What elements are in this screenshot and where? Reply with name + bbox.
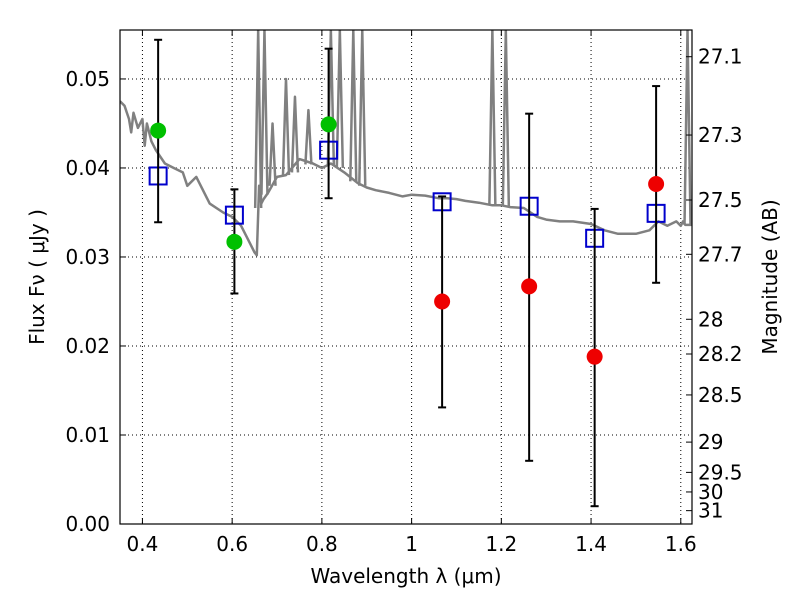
- spectrum-emission-line: [281, 77, 291, 176]
- x-tick-label: 1.4: [575, 532, 607, 556]
- observed-detection-point: [320, 116, 337, 133]
- plot-frame: [119, 29, 693, 525]
- x-tick-label: 1: [405, 532, 418, 556]
- spectrum-emission-line: [253, 30, 263, 209]
- spectrum-emission-line: [501, 30, 511, 207]
- spectrum-emission-line: [335, 30, 345, 168]
- observed-detection-point: [226, 233, 243, 250]
- y2-tick-label: 27.7: [698, 242, 743, 266]
- spectrum-line: [120, 100, 692, 257]
- y2-tick-label: 28.2: [698, 342, 743, 366]
- y2-tick-label: 29: [698, 430, 723, 454]
- observed-detection-point: [150, 122, 167, 139]
- y2-axis-title: Magnitude (AB): [758, 199, 782, 354]
- y2-tick-label: 30: [698, 480, 723, 504]
- y2-tick-label: 28.5: [698, 383, 743, 407]
- spectrum-emission-line: [268, 122, 277, 186]
- grid-lines: [120, 30, 692, 525]
- y-tick-label: 0.02: [65, 334, 110, 358]
- x-tick-label: 0.8: [306, 532, 338, 556]
- y2-tick-label: 27.3: [698, 123, 743, 147]
- observed-upper-point: [521, 278, 538, 295]
- x-tick-label: 1.6: [665, 532, 697, 556]
- y2-tick-label: 31: [698, 499, 723, 523]
- y-tick-label: 0.03: [65, 245, 110, 269]
- y2-tick-label: 27.1: [698, 45, 743, 69]
- spectrum-emission-line: [304, 108, 313, 165]
- y2-tick-label: 27.5: [698, 188, 743, 212]
- y-tick-label: 0.04: [65, 156, 110, 180]
- y2-tick-label: 29.5: [698, 460, 743, 484]
- y-axis-title: Flux Fν ( μJy ): [25, 209, 49, 345]
- spectrum-emission-line: [358, 30, 367, 186]
- spectrum-emission-line: [290, 95, 300, 173]
- y2-tick-label: 28: [698, 307, 723, 331]
- spectrum-emission-line: [488, 30, 497, 206]
- observed-upper-point: [434, 293, 451, 310]
- spectrum-emission-line: [260, 30, 269, 195]
- observed-upper-point: [586, 348, 603, 365]
- y-tick-label: 0.00: [65, 512, 110, 536]
- plot-area: [120, 30, 692, 257]
- x-tick-label: 0.4: [127, 532, 159, 556]
- y-tick-label: 0.05: [65, 67, 110, 91]
- x-tick-label: 0.6: [216, 532, 248, 556]
- axes: 0.4 0.6 0.8 1 1.2 1.4 1.6 0.00 0.01 0.02 0.03 0.04 0…: [65, 30, 743, 556]
- observed-upper-point: [648, 175, 665, 192]
- error-bars: [150, 38, 665, 508]
- y-tick-label: 0.01: [65, 423, 110, 447]
- x-tick-label: 1.2: [485, 532, 517, 556]
- x-axis-title: Wavelength λ (μm): [310, 564, 501, 588]
- spectrum-emission-line: [349, 30, 358, 182]
- spectrum-emission-line: [683, 30, 692, 225]
